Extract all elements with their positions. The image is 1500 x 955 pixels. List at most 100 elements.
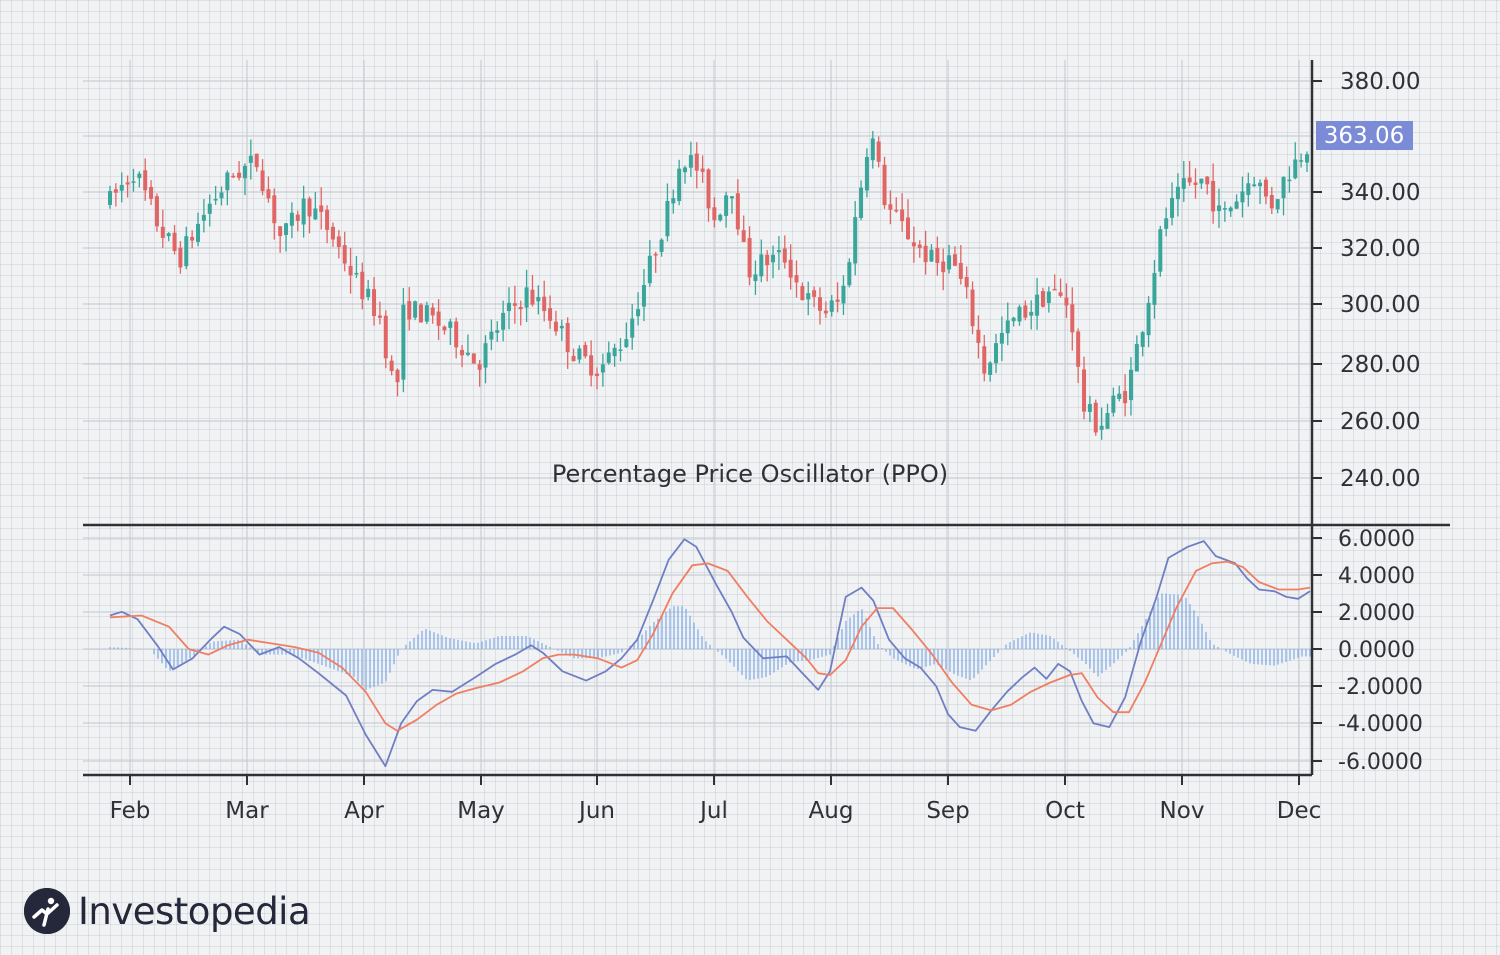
investopedia-logo-text: Investopedia (78, 889, 311, 933)
chart-title: Percentage Price Oscillator (PPO) (552, 460, 948, 488)
candle-body (524, 287, 529, 308)
candle-body (289, 212, 294, 226)
month-label: Apr (344, 798, 384, 824)
price-tick-label: 300.00 (1340, 292, 1420, 318)
candle-body (383, 315, 388, 359)
candle-body (1064, 297, 1069, 306)
candle-body (172, 232, 177, 251)
candle-body (911, 242, 916, 247)
candle-body (1164, 218, 1169, 229)
candle-body (342, 245, 347, 264)
candle-body (178, 247, 183, 268)
candle-body (888, 204, 893, 210)
candle-body (1105, 413, 1110, 429)
candle-body (847, 262, 852, 286)
candle-body (108, 191, 112, 205)
candle-body (823, 310, 828, 314)
candle-body (137, 173, 142, 179)
ppo-tick-label: -4.0000 (1338, 712, 1423, 737)
candle-body (577, 348, 582, 360)
candle-body (700, 168, 705, 172)
candle-body (812, 290, 817, 297)
candle-body (1099, 425, 1104, 430)
candle-body (923, 245, 928, 263)
candle-body (119, 184, 124, 191)
candle-body (583, 344, 588, 357)
month-label: May (457, 798, 505, 824)
candle-body (125, 182, 130, 185)
price-tick-label: 320.00 (1340, 236, 1420, 262)
candle-body (806, 293, 811, 300)
candle-body (782, 248, 787, 263)
candle-body (295, 214, 300, 221)
candle-body (589, 355, 594, 376)
candle-body (970, 289, 975, 327)
candle-body (835, 299, 840, 302)
candle-body (853, 217, 858, 264)
candle-body (366, 288, 371, 298)
candle-body (765, 254, 770, 266)
candle-body (1205, 176, 1210, 185)
candle-body (1046, 291, 1051, 303)
month-label: Nov (1160, 798, 1205, 824)
candle-body (1193, 182, 1198, 185)
candle-body (530, 289, 535, 305)
candle-body (207, 203, 212, 214)
candle-body (184, 236, 189, 267)
candle-body (1211, 180, 1216, 212)
price-tick-label: 240.00 (1340, 466, 1420, 492)
candle-body (929, 249, 934, 262)
candle-body (360, 271, 365, 300)
candle-body (1029, 311, 1034, 316)
candle-body (653, 254, 658, 256)
candle-body (149, 186, 154, 199)
candle-body (1222, 208, 1227, 210)
candle-body (1017, 306, 1022, 322)
candle-body (958, 262, 963, 279)
candle-body (301, 198, 306, 225)
candle-body (999, 332, 1004, 344)
candle-body (794, 275, 799, 283)
candle-body (465, 352, 470, 355)
candle-body (1152, 273, 1157, 305)
candle-body (1281, 176, 1286, 199)
candle-body (624, 339, 629, 348)
month-label: Jul (698, 798, 728, 824)
candle-body (1111, 395, 1116, 413)
candle-body (571, 355, 576, 362)
candle-body (348, 265, 353, 276)
candle-body (1170, 198, 1175, 218)
candle-body (817, 297, 822, 311)
price-tick-label: 260.00 (1340, 409, 1420, 435)
candle-body (225, 172, 230, 191)
month-label: Oct (1045, 798, 1085, 824)
candle-body (1023, 305, 1028, 318)
last-price-tag: 363.06 (1316, 121, 1413, 150)
candle-body (143, 170, 148, 191)
candle-body (237, 172, 242, 178)
candle-body (424, 305, 429, 322)
candle-body (677, 168, 682, 202)
candle-body (1011, 317, 1016, 322)
candle-body (307, 198, 312, 217)
gridlines (83, 60, 1312, 775)
candle-body (266, 189, 271, 199)
candle-body (941, 261, 946, 273)
candle-body (753, 274, 758, 282)
candle-body (1234, 201, 1239, 209)
candle-body (565, 322, 570, 353)
candle-body (636, 309, 641, 317)
candle-body (706, 169, 711, 209)
candle-body (512, 303, 517, 306)
candle-body (1228, 207, 1233, 212)
candle-body (988, 362, 993, 375)
candle-body (1076, 331, 1081, 367)
candle-body (982, 346, 987, 374)
candle-body (553, 321, 558, 332)
candle-body (1275, 199, 1280, 210)
candle-body (1128, 369, 1133, 401)
candle-body (354, 272, 359, 275)
candle-body (395, 369, 400, 383)
candle-body (829, 300, 834, 312)
candle-body (260, 170, 265, 192)
